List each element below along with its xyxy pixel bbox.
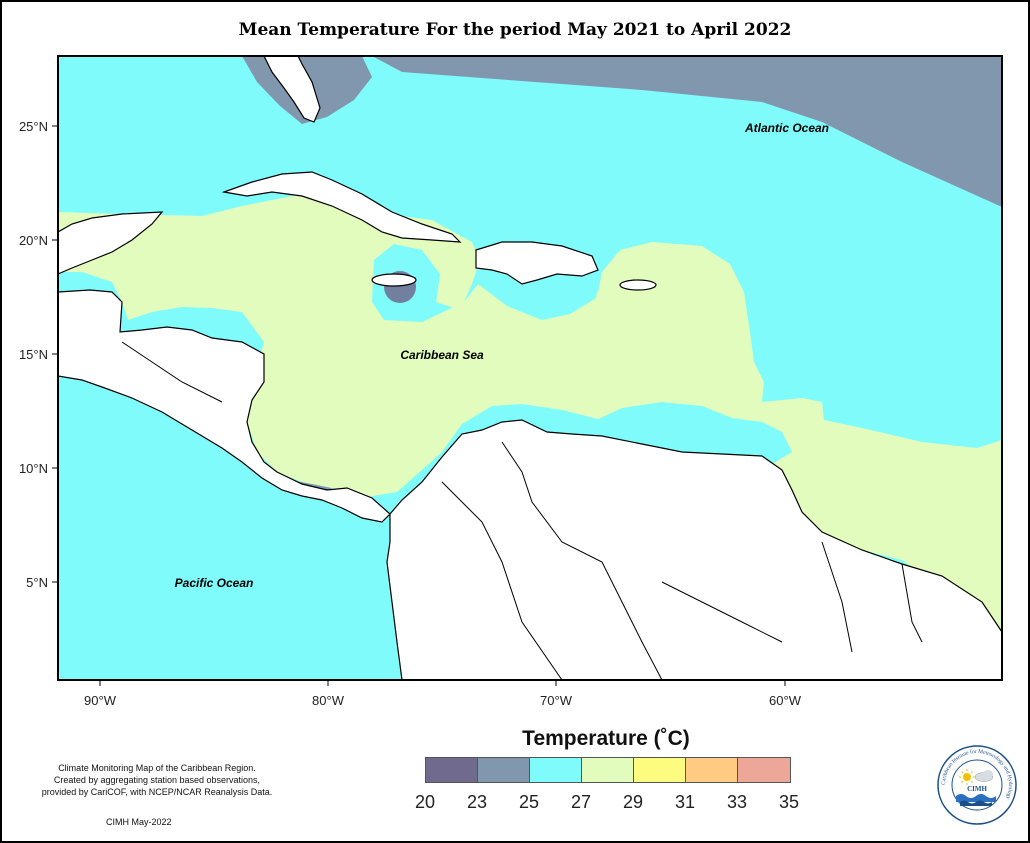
legend-tick-label: 23	[466, 792, 488, 812]
lat-tick-label: 15°N	[19, 347, 48, 362]
map-title: Mean Temperature For the period May 2021…	[238, 20, 792, 40]
cloud-icon	[974, 770, 994, 782]
footer-text: CIMH May-2022	[106, 817, 172, 827]
legend-swatch	[582, 758, 634, 782]
lat-tick-label: 10°N	[19, 461, 48, 476]
credit-text: Climate Monitoring Map of the Caribbean …	[32, 762, 282, 798]
legend-swatch	[478, 758, 530, 782]
label-caribbean-sea: Caribbean Sea	[400, 348, 484, 362]
landmass-florida	[263, 56, 321, 123]
landmass-puerto-rico	[619, 279, 657, 291]
zone-25-27-eastern-caribbean	[592, 402, 792, 464]
legend-swatch	[530, 758, 582, 782]
map-border	[57, 55, 1003, 681]
legend-colorbar	[425, 757, 791, 783]
credit-line: Climate Monitoring Map of the Caribbean …	[58, 763, 256, 773]
logo-center-text: CIMH	[967, 785, 987, 793]
lon-axis	[99, 680, 786, 686]
legend-tick-label: 25	[518, 792, 540, 812]
lat-tick-label: 25°N	[19, 119, 48, 134]
country-borders	[121, 341, 923, 680]
lon-tick-label: 90°W	[84, 693, 117, 708]
legend-tick-label: 20	[414, 792, 436, 812]
legend-swatch	[738, 758, 790, 782]
legend-tick-label: 35	[778, 792, 800, 812]
landmass-jamaica	[371, 273, 417, 287]
sun-icon	[959, 769, 975, 785]
lat-tick-label: 5°N	[26, 575, 48, 590]
lon-tick-label: 80°W	[312, 693, 345, 708]
label-atlantic-ocean: Atlantic Ocean	[744, 121, 829, 135]
zone-23-25-north-atlantic	[372, 56, 1002, 207]
lat-tick-label: 20°N	[19, 233, 48, 248]
legend-tick-label: 33	[726, 792, 748, 812]
landmass-south-america	[386, 419, 1002, 680]
legend-swatch	[426, 758, 478, 782]
cimh-logo: Caribbean Institute for Meteorology and …	[937, 745, 1017, 825]
coastlines	[58, 56, 1002, 680]
legend-tick-label: 27	[570, 792, 592, 812]
legend-tick-label: 31	[674, 792, 696, 812]
zone-27-29-caribbean	[58, 194, 1002, 652]
landmass-cuba	[221, 171, 462, 243]
label-pacific-ocean: Pacific Ocean	[175, 576, 254, 590]
legend-tick-label: 29	[622, 792, 644, 812]
lat-axis	[52, 125, 58, 583]
landmass-hispaniola	[475, 241, 599, 285]
legend-swatch	[686, 758, 738, 782]
legend-title: Temperature (˚C)	[522, 727, 690, 750]
lon-tick-label: 60°W	[769, 693, 802, 708]
wave-icon	[956, 794, 996, 806]
landmass-mexico-central-america	[58, 211, 391, 523]
credit-line: provided by CariCOF, with NCEP/NCAR Rean…	[41, 787, 273, 797]
credit-line: Created by aggregating station based obs…	[53, 775, 261, 785]
lon-tick-label: 70°W	[540, 693, 573, 708]
legend-swatch	[634, 758, 686, 782]
